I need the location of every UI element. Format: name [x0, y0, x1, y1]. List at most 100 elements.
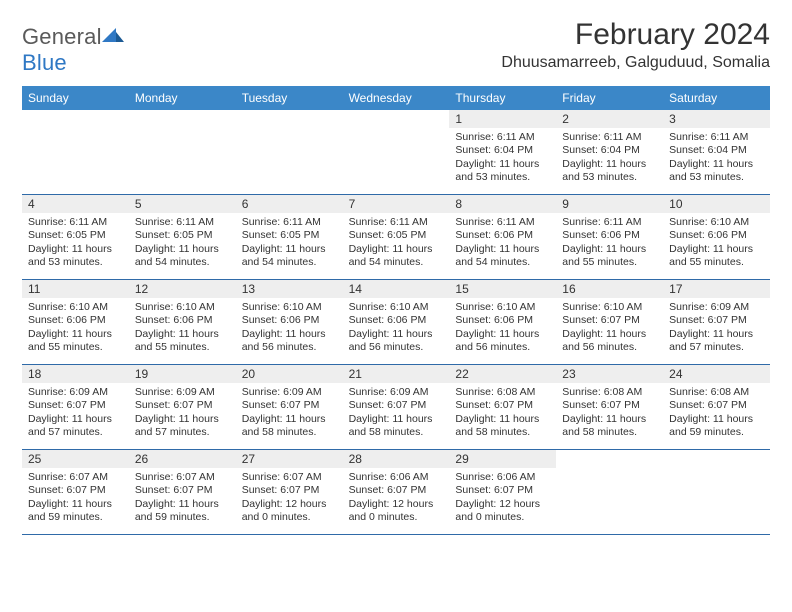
sunset-text: Sunset: 6:07 PM: [562, 399, 657, 412]
daylight-text: Daylight: 11 hours and 56 minutes.: [242, 328, 337, 355]
day-detail: Sunrise: 6:09 AMSunset: 6:07 PMDaylight:…: [129, 383, 236, 446]
title-block: February 2024 Dhuusamarreeb, Galguduud, …: [501, 18, 770, 72]
daylight-text: Daylight: 11 hours and 58 minutes.: [562, 413, 657, 440]
day-cell: [22, 110, 129, 194]
sunrise-text: Sunrise: 6:07 AM: [242, 471, 337, 484]
sunrise-text: Sunrise: 6:11 AM: [349, 216, 444, 229]
day-cell: [556, 450, 663, 534]
day-cell: 14Sunrise: 6:10 AMSunset: 6:06 PMDayligh…: [343, 280, 450, 364]
day-cell: 3Sunrise: 6:11 AMSunset: 6:04 PMDaylight…: [663, 110, 770, 194]
day-detail: Sunrise: 6:10 AMSunset: 6:06 PMDaylight:…: [22, 298, 129, 361]
sunset-text: Sunset: 6:05 PM: [28, 229, 123, 242]
day-number: 23: [556, 365, 663, 383]
sunrise-text: Sunrise: 6:07 AM: [135, 471, 230, 484]
day-detail: Sunrise: 6:11 AMSunset: 6:05 PMDaylight:…: [343, 213, 450, 276]
day-number: 9: [556, 195, 663, 213]
sunrise-text: Sunrise: 6:11 AM: [562, 131, 657, 144]
day-number: [236, 110, 343, 128]
sunrise-text: Sunrise: 6:09 AM: [669, 301, 764, 314]
day-number: [22, 110, 129, 128]
day-detail: Sunrise: 6:09 AMSunset: 6:07 PMDaylight:…: [22, 383, 129, 446]
day-cell: 17Sunrise: 6:09 AMSunset: 6:07 PMDayligh…: [663, 280, 770, 364]
sunrise-text: Sunrise: 6:09 AM: [135, 386, 230, 399]
day-detail: Sunrise: 6:09 AMSunset: 6:07 PMDaylight:…: [663, 298, 770, 361]
dow-sunday: Sunday: [22, 86, 129, 110]
daylight-text: Daylight: 11 hours and 58 minutes.: [242, 413, 337, 440]
day-number: 26: [129, 450, 236, 468]
day-number: [556, 450, 663, 468]
daylight-text: Daylight: 11 hours and 58 minutes.: [455, 413, 550, 440]
daylight-text: Daylight: 11 hours and 59 minutes.: [135, 498, 230, 525]
day-number: 29: [449, 450, 556, 468]
day-number: 21: [343, 365, 450, 383]
day-number: 19: [129, 365, 236, 383]
sunset-text: Sunset: 6:06 PM: [669, 229, 764, 242]
day-cell: 26 Sunrise: 6:07 AMSunset: 6:07 PMDayligh…: [129, 450, 236, 534]
sunset-text: Sunset: 6:04 PM: [455, 144, 550, 157]
sunset-text: Sunset: 6:07 PM: [28, 399, 123, 412]
week-row: 11Sunrise: 6:10 AMSunset: 6:06 PMDayligh…: [22, 280, 770, 365]
dow-monday: Monday: [129, 86, 236, 110]
day-cell: 13Sunrise: 6:10 AMSunset: 6:06 PMDayligh…: [236, 280, 343, 364]
day-number: [343, 110, 450, 128]
header: General Blue February 2024 Dhuusamarreeb…: [22, 18, 770, 76]
day-number: 11: [22, 280, 129, 298]
sunrise-text: Sunrise: 6:10 AM: [349, 301, 444, 314]
daylight-text: Daylight: 12 hours and 0 minutes.: [455, 498, 550, 525]
sunset-text: Sunset: 6:07 PM: [135, 484, 230, 497]
day-cell: 1Sunrise: 6:11 AMSunset: 6:04 PMDaylight…: [449, 110, 556, 194]
day-detail: Sunrise: 6:11 AMSunset: 6:06 PMDaylight:…: [556, 213, 663, 276]
day-number: 22: [449, 365, 556, 383]
sunrise-text: Sunrise: 6:09 AM: [28, 386, 123, 399]
day-detail: Sunrise: 6:07 AMSunset: 6:07 PMDaylight:…: [22, 468, 129, 531]
week-row: 18Sunrise: 6:09 AMSunset: 6:07 PMDayligh…: [22, 365, 770, 450]
day-detail: Sunrise: 6:08 AMSunset: 6:07 PMDaylight:…: [663, 383, 770, 446]
sunset-text: Sunset: 6:07 PM: [242, 399, 337, 412]
day-number: 10: [663, 195, 770, 213]
sunrise-text: Sunrise: 6:07 AM: [28, 471, 123, 484]
sunrise-text: Sunrise: 6:09 AM: [349, 386, 444, 399]
daylight-text: Daylight: 11 hours and 56 minutes.: [349, 328, 444, 355]
sunset-text: Sunset: 6:05 PM: [135, 229, 230, 242]
daylight-text: Daylight: 11 hours and 56 minutes.: [455, 328, 550, 355]
day-number: 7: [343, 195, 450, 213]
day-detail: Sunrise: 6:10 AMSunset: 6:06 PMDaylight:…: [663, 213, 770, 276]
day-number: 27: [236, 450, 343, 468]
day-detail: Sunrise: 6:10 AMSunset: 6:06 PMDaylight:…: [449, 298, 556, 361]
day-detail: Sunrise: 6:09 AMSunset: 6:07 PMDaylight:…: [236, 383, 343, 446]
calendar: Sunday Monday Tuesday Wednesday Thursday…: [22, 86, 770, 535]
sunset-text: Sunset: 6:07 PM: [349, 399, 444, 412]
sunrise-text: Sunrise: 6:10 AM: [135, 301, 230, 314]
daylight-text: Daylight: 11 hours and 55 minutes.: [562, 243, 657, 270]
sunset-text: Sunset: 6:06 PM: [455, 229, 550, 242]
logo-text: General Blue: [22, 24, 124, 76]
day-detail: Sunrise: 6:11 AMSunset: 6:05 PMDaylight:…: [236, 213, 343, 276]
sunrise-text: Sunrise: 6:11 AM: [562, 216, 657, 229]
day-cell: 18Sunrise: 6:09 AMSunset: 6:07 PMDayligh…: [22, 365, 129, 449]
day-detail: Sunrise: 6:11 AMSunset: 6:04 PMDaylight:…: [663, 128, 770, 191]
day-cell: 23 Sunrise: 6:08 AMSunset: 6:07 PMDayligh…: [556, 365, 663, 449]
day-number: 2: [556, 110, 663, 128]
dow-thursday: Thursday: [449, 86, 556, 110]
location: Dhuusamarreeb, Galguduud, Somalia: [501, 54, 770, 72]
day-number: 24: [663, 365, 770, 383]
daylight-text: Daylight: 11 hours and 53 minutes.: [562, 158, 657, 185]
day-detail: Sunrise: 6:11 AMSunset: 6:06 PMDaylight:…: [449, 213, 556, 276]
day-number: 5: [129, 195, 236, 213]
daylight-text: Daylight: 11 hours and 55 minutes.: [135, 328, 230, 355]
daylight-text: Daylight: 11 hours and 53 minutes.: [28, 243, 123, 270]
dow-tuesday: Tuesday: [236, 86, 343, 110]
daylight-text: Daylight: 11 hours and 56 minutes.: [562, 328, 657, 355]
sunrise-text: Sunrise: 6:11 AM: [242, 216, 337, 229]
daylight-text: Daylight: 11 hours and 54 minutes.: [349, 243, 444, 270]
sunrise-text: Sunrise: 6:08 AM: [562, 386, 657, 399]
day-number: 6: [236, 195, 343, 213]
day-cell: 24Sunrise: 6:08 AMSunset: 6:07 PMDayligh…: [663, 365, 770, 449]
day-detail: Sunrise: 6:09 AMSunset: 6:07 PMDaylight:…: [343, 383, 450, 446]
daylight-text: Daylight: 11 hours and 54 minutes.: [135, 243, 230, 270]
sunset-text: Sunset: 6:06 PM: [28, 314, 123, 327]
sunset-text: Sunset: 6:07 PM: [135, 399, 230, 412]
sunrise-text: Sunrise: 6:11 AM: [669, 131, 764, 144]
daylight-text: Daylight: 12 hours and 0 minutes.: [349, 498, 444, 525]
sunset-text: Sunset: 6:05 PM: [349, 229, 444, 242]
